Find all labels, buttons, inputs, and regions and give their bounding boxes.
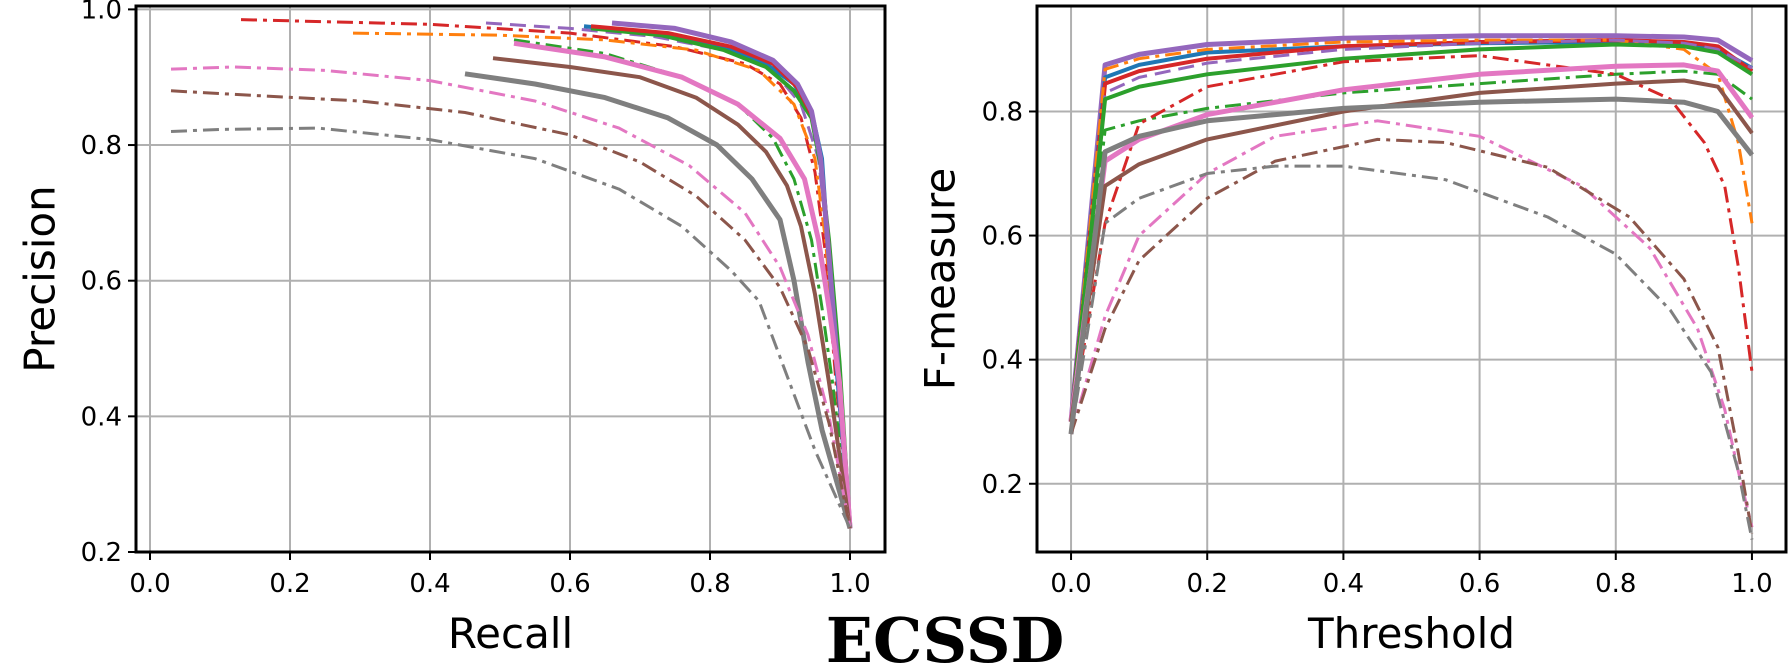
y-tick-label: 1.0 (81, 0, 122, 25)
x-tick-label: 0.8 (1595, 569, 1636, 599)
figure-caption: ECSSD (826, 604, 1065, 672)
series-line-11 (464, 71, 853, 529)
series-line-2 (352, 31, 852, 529)
x-tick-label: 0.4 (1323, 569, 1364, 599)
series-line-3 (1069, 38, 1754, 422)
x-axis-label: Recall (448, 609, 573, 658)
series-line-1 (240, 18, 852, 529)
y-tick-label: 0.8 (982, 97, 1023, 127)
y-tick-label: 0.4 (81, 402, 122, 432)
series-group (1068, 33, 1755, 540)
x-tick-label: 1.0 (1731, 569, 1772, 599)
series-line-12 (170, 65, 852, 529)
series-line-10 (492, 56, 852, 529)
plot-frame (1035, 4, 1788, 554)
x-tick-label: 0.6 (549, 569, 590, 599)
series-line-12 (1069, 119, 1754, 528)
series-line-8 (611, 20, 853, 529)
series-line-13 (170, 89, 852, 529)
series-line-5 (1069, 38, 1753, 422)
precision-recall-plot: 0.0 0.2 0.4 0.6 0.8 1.00.20.40.60.81.0RecallP… (16, 0, 887, 658)
y-tick-label: 0.2 (81, 538, 122, 568)
x-tick-label: 0.4 (409, 569, 450, 599)
x-tick-label: 0.2 (269, 569, 310, 599)
y-tick-label: 0.2 (982, 470, 1023, 500)
series-line-9 (513, 40, 853, 529)
series-line-14 (1069, 164, 1754, 540)
series-line-9 (1068, 62, 1755, 423)
series-line-11 (1068, 96, 1754, 435)
series-line-6 (1069, 42, 1754, 422)
y-tick-label: 0.8 (81, 131, 122, 161)
series-group (170, 18, 853, 529)
x-tick-label: 0.6 (1459, 569, 1500, 599)
series-line-1 (1068, 33, 1754, 422)
series-line-10 (1069, 78, 1754, 422)
y-tick-label: 0.6 (982, 222, 1023, 252)
x-tick-label: 1.0 (829, 569, 870, 599)
series-line-7 (1069, 69, 1753, 422)
y-axis-label: Precision (16, 185, 65, 372)
x-tick-label: 0.0 (129, 569, 170, 599)
y-tick-label: 0.4 (982, 346, 1023, 376)
x-tick-label: 0.0 (1050, 569, 1091, 599)
f-measure-threshold-plot: 0.0 0.2 0.4 0.6 0.8 1.0 0.2 0.4 0.6 0.8 Threshold F… (916, 4, 1788, 658)
y-axis-label: F-measure (916, 168, 965, 391)
plot-frame (134, 4, 887, 554)
series-line-14 (170, 126, 852, 529)
x-tick-label: 0.8 (689, 569, 730, 599)
series-line-13 (1069, 137, 1754, 534)
y-tick-label: 0.6 (81, 267, 122, 297)
x-tick-label: 0.2 (1187, 569, 1228, 599)
x-axis-label: Threshold (1307, 609, 1515, 658)
